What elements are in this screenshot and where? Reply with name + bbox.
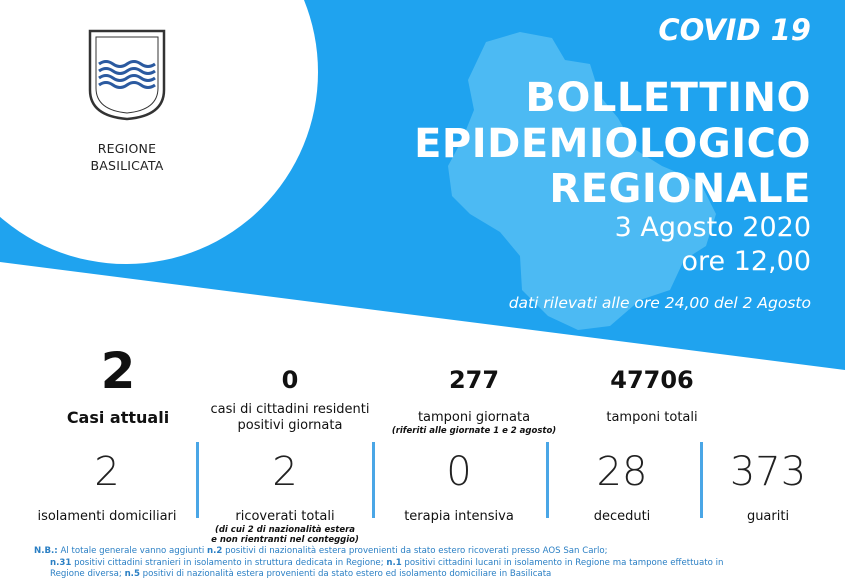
header-banner: REGIONE BASILICATA COVID 19 BOLLETTINO E…	[0, 0, 845, 370]
stat-terapia: 0 terapia intensiva	[376, 448, 542, 525]
header-background	[0, 0, 845, 370]
footnote-line2: n.31 positivi cittadini stranieri in iso…	[34, 558, 824, 570]
note3-text-b: Regione diversa;	[50, 569, 125, 580]
logo-circle	[0, 0, 318, 264]
stat-tamponi-totali: 47706 tamponi totali	[572, 365, 732, 426]
title-line2: EPIDEMIOLOGICO	[414, 121, 811, 167]
footnotes: N.B.: Al totale generale vanno aggiunti …	[34, 546, 824, 581]
ricoverati-label: ricoverati totali	[235, 509, 335, 524]
stat-casi-residenti: 0 casi di cittadini residenti positivi g…	[200, 365, 380, 434]
stat-tamponi-giornata: 277 tamponi giornata (riferiti alle gior…	[376, 365, 572, 436]
tamponi-giornata-note: (riferiti alle giornate 1 e 2 agosto)	[391, 426, 557, 436]
note2-text-a: positivi cittadini stranieri in isolamen…	[71, 557, 387, 568]
isolamenti-label: isolamenti domiciliari	[37, 509, 177, 524]
casi-attuali-value: 2	[100, 342, 136, 400]
note2-count: n.31	[50, 557, 72, 568]
ricoverati-value: 2	[272, 449, 298, 495]
note1-text-a: Al totale generale vanno aggiunti	[57, 546, 207, 556]
bulletin-time: ore 12,00	[681, 246, 811, 277]
note1-text-b: positivi di nazionalità estera provenien…	[222, 546, 608, 556]
deceduti-label: deceduti	[593, 509, 651, 524]
covid-label: COVID 19	[658, 13, 811, 47]
guariti-value: 373	[729, 449, 807, 495]
nb-label: N.B.:	[34, 546, 58, 556]
note1-count: n.2	[206, 546, 223, 556]
isolamenti-value: 2	[94, 449, 120, 495]
terapia-value: 0	[446, 449, 472, 495]
divider	[196, 442, 199, 518]
region-name-line2: BASILICATA	[90, 158, 164, 173]
footnote-line1: N.B.: Al totale generale vanno aggiunti …	[34, 546, 824, 558]
casi-residenti-label1: casi di cittadini residenti	[210, 402, 370, 417]
tamponi-giornata-label: tamponi giornata	[417, 410, 531, 425]
basilicata-map-shape	[448, 32, 716, 330]
divider	[700, 442, 703, 518]
deceduti-value: 28	[596, 449, 648, 495]
title-line1: BOLLETTINO	[525, 75, 811, 121]
footnote-line3: Regione diversa; n.5 positivi di naziona…	[34, 569, 824, 581]
guariti-label: guariti	[746, 509, 790, 524]
note4-text: positivi di nazionalità estera provenien…	[139, 569, 552, 580]
tamponi-totali-label: tamponi totali	[606, 410, 698, 425]
divider	[546, 442, 549, 518]
title-line3: REGIONALE	[549, 166, 811, 212]
region-name-line1: REGIONE	[97, 141, 157, 156]
tamponi-giornata-value: 277	[448, 366, 500, 394]
ricoverati-note-line2: e non rientranti nel conteggio)	[211, 535, 359, 545]
casi-residenti-value: 0	[281, 366, 299, 394]
note4-count: n.5	[124, 569, 140, 580]
casi-residenti-label2: positivi giornata	[237, 418, 343, 433]
divider	[372, 442, 375, 518]
stat-casi-attuali: 2 Casi attuali	[48, 342, 188, 427]
stat-isolamenti: 2 isolamenti domiciliari	[22, 448, 192, 525]
stat-ricoverati: 2 ricoverati totali (di cui 2 di naziona…	[200, 448, 370, 545]
bulletin-date: 3 Agosto 2020	[614, 212, 811, 243]
data-collection-note: dati rilevati alle ore 24,00 del 2 Agost…	[508, 294, 811, 312]
stat-guariti: 373 guariti	[708, 448, 828, 525]
terapia-label: terapia intensiva	[404, 509, 514, 524]
note3-count: n.1	[386, 557, 402, 568]
stat-deceduti: 28 deceduti	[552, 448, 692, 525]
casi-attuali-label: Casi attuali	[66, 408, 170, 427]
tamponi-totali-value: 47706	[610, 366, 694, 394]
ricoverati-note-line1: (di cui 2 di nazionalità estera	[214, 525, 356, 535]
note3-text-a: positivi cittadini lucani in isolamento …	[401, 557, 724, 568]
regione-basilicata-coat-of-arms-icon	[88, 29, 166, 121]
